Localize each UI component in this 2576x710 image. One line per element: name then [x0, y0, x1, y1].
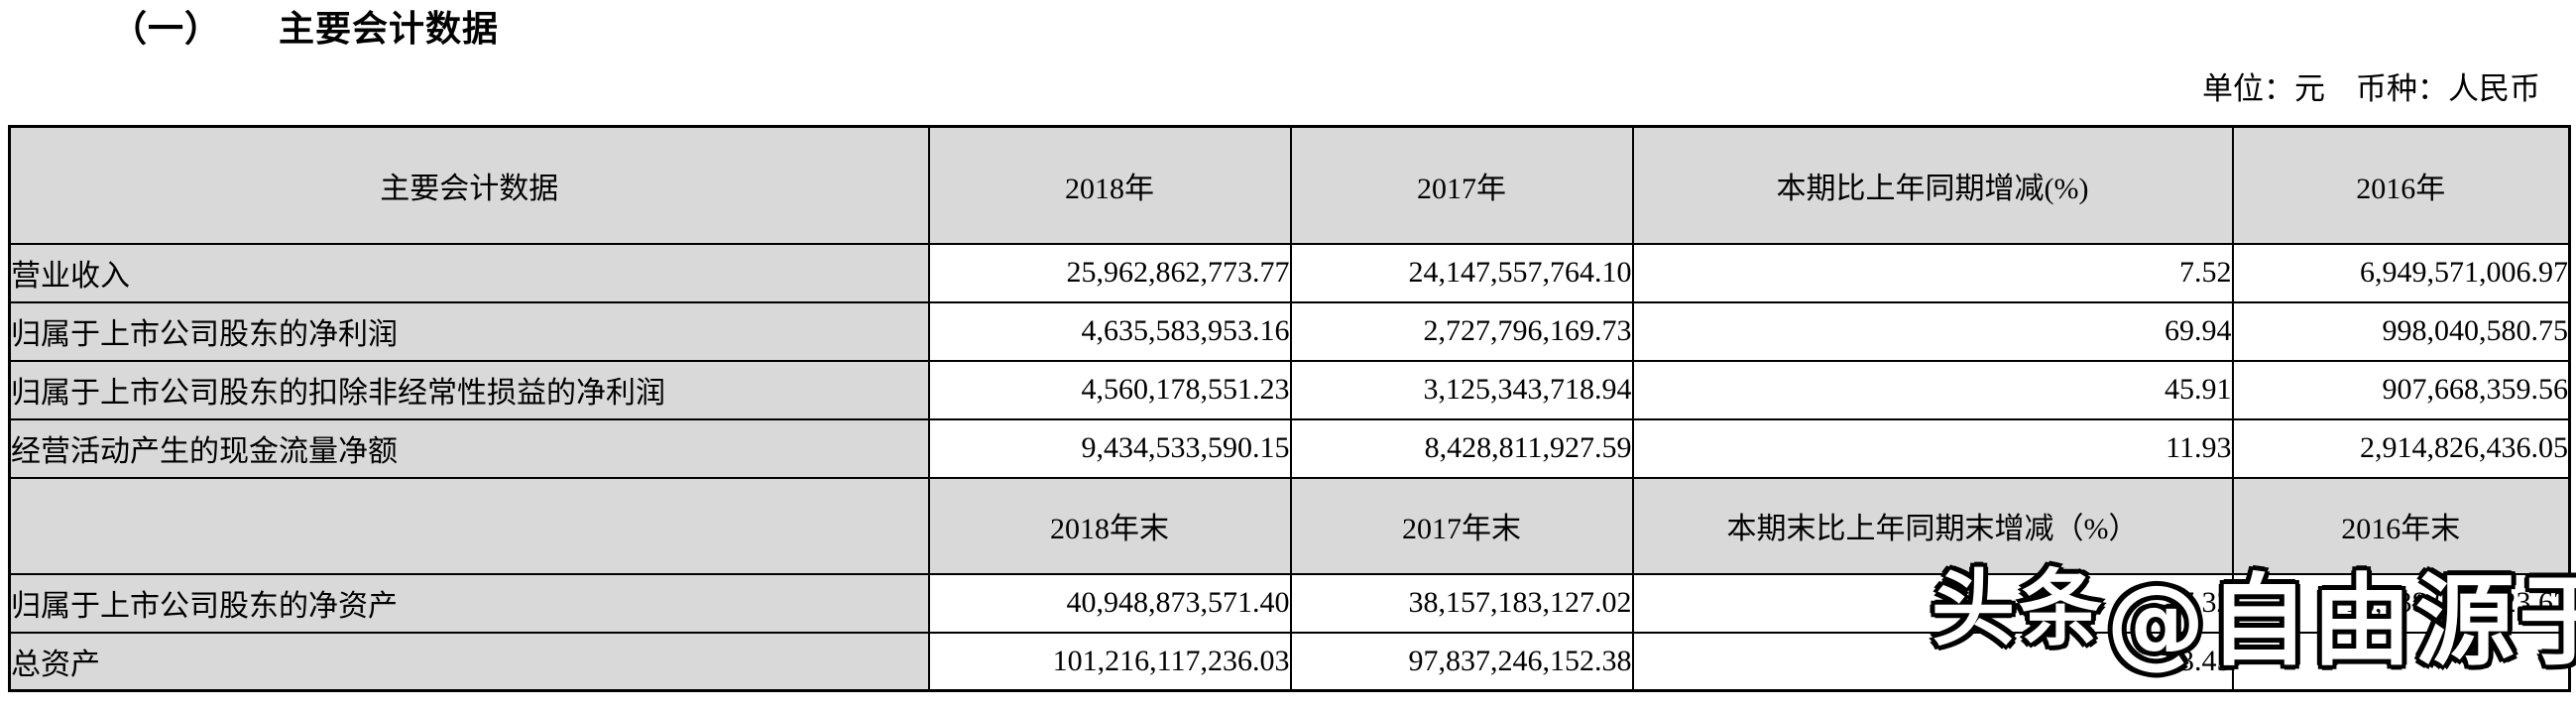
row-label: 归属于上市公司股东的净资产 — [8, 572, 930, 634]
cell-2017: 24,147,557,764.10 — [1289, 242, 1634, 303]
column-header-blank — [8, 476, 930, 575]
table-row-net-assets: 归属于上市公司股东的净资产 40,948,873,571.40 38,157,1… — [8, 572, 2571, 634]
row-label: 经营活动产生的现金流量净额 — [8, 417, 930, 479]
section-title: （一） 主要会计数据 — [111, 0, 499, 52]
section-title-text: 主要会计数据 — [279, 9, 500, 49]
cell-2018: 4,635,583,953.16 — [927, 300, 1292, 362]
table-row-operating-cash-flow: 经营活动产生的现金流量净额 9,434,533,590.15 8,428,811… — [8, 417, 2571, 479]
cell-2017: 8,428,811,927.59 — [1289, 417, 1634, 479]
column-header-yoy-end-change: 本期末比上年同期末增减（%） — [1631, 476, 2234, 575]
column-header-2018: 2018年 — [927, 125, 1292, 245]
table-row-revenue: 营业收入 25,962,862,773.77 24,147,557,764.10… — [8, 242, 2571, 303]
table-row-net-profit-excl-nonrecurring: 归属于上市公司股东的扣除非经常性损益的净利润 4,560,178,551.23 … — [8, 359, 2571, 420]
cell-yoy-change: 45.91 — [1631, 359, 2234, 420]
cell-yoy-change: 7.52 — [1631, 242, 2234, 303]
cell-yoy-end-change: 7.32 — [1631, 572, 2234, 634]
row-label: 营业收入 — [8, 242, 930, 303]
cell-2017-end: 38,157,183,127.02 — [1289, 572, 1634, 634]
row-label: 归属于上市公司股东的净利润 — [8, 300, 930, 362]
cell-2016-end-obscured — [2231, 631, 2571, 692]
cell-2018-end: 40,948,873,571.40 — [927, 572, 1292, 634]
cell-2016: 6,949,571,006.97 — [2231, 242, 2571, 303]
cell-2018-end: 101,216,117,236.03 — [927, 631, 1292, 692]
row-label: 总资产 — [8, 631, 930, 692]
unit-currency-note: 单位：元 币种：人民币 — [2202, 71, 2540, 106]
table-header-row-annual: 主要会计数据 2018年 2017年 本期比上年同期增减(%) 2016年 — [8, 125, 2571, 245]
cell-2017: 3,125,343,718.94 — [1289, 359, 1634, 420]
accounting-data-table: 主要会计数据 2018年 2017年 本期比上年同期增减(%) 2016年 营业… — [8, 125, 2571, 692]
table-row-net-profit: 归属于上市公司股东的净利润 4,635,583,953.16 2,727,796… — [8, 300, 2571, 362]
cell-2018: 4,560,178,551.23 — [927, 359, 1292, 420]
cell-2016-end: 18,738,058,223.62 — [2231, 572, 2571, 634]
cell-yoy-change: 11.93 — [1631, 417, 2234, 479]
column-header-yoy-change: 本期比上年同期增减(%) — [1631, 125, 2234, 245]
cell-2018: 25,962,862,773.77 — [927, 242, 1292, 303]
cell-2017-end: 97,837,246,152.38 — [1289, 631, 1634, 692]
cell-2016: 2,914,826,436.05 — [2231, 417, 2571, 479]
cell-2016: 998,040,580.75 — [2231, 300, 2571, 362]
column-header-2016: 2016年 — [2231, 125, 2571, 245]
column-header-2017: 2017年 — [1289, 125, 1634, 245]
table-header-row-year-end: 2018年末 2017年末 本期末比上年同期末增减（%） 2016年末 — [8, 476, 2571, 575]
cell-yoy-end-change: 3.45 — [1631, 631, 2234, 692]
watermark-username-text: @自由源于 — [2106, 563, 2576, 679]
cell-2016: 907,668,359.56 — [2231, 359, 2571, 420]
column-header-indicator: 主要会计数据 — [8, 125, 930, 245]
column-header-2018-end: 2018年末 — [927, 476, 1292, 575]
column-header-2017-end: 2017年末 — [1289, 476, 1634, 575]
cell-2017: 2,727,796,169.73 — [1289, 300, 1634, 362]
section-number: （一） — [111, 9, 222, 49]
cell-2018: 9,434,533,590.15 — [927, 417, 1292, 479]
toutiao-watermark: 头条@自由源于 — [1932, 567, 2576, 671]
table-row-total-assets: 总资产 101,216,117,236.03 97,837,246,152.38… — [8, 631, 2571, 692]
row-label: 归属于上市公司股东的扣除非经常性损益的净利润 — [8, 359, 930, 420]
column-header-2016-end: 2016年末 — [2231, 476, 2571, 575]
watermark-brand-text: 头条 — [1932, 560, 2107, 657]
cell-yoy-change: 69.94 — [1631, 300, 2234, 362]
